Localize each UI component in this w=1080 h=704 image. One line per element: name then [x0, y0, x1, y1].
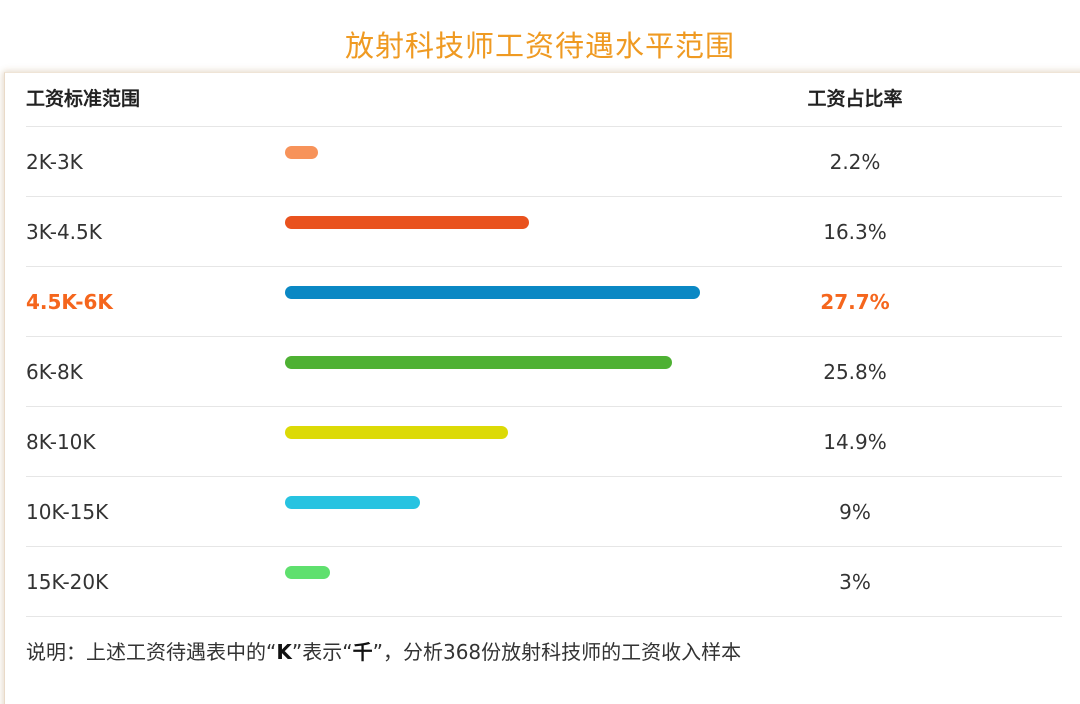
salary-ratio-value: 27.7%: [820, 290, 890, 314]
salary-ratio-value: 2.2%: [829, 150, 881, 174]
salary-bar: [285, 566, 330, 579]
header-salary-range: 工资标准范围: [26, 88, 141, 110]
salary-range-label: 8K-10K: [26, 430, 96, 454]
salary-bar: [285, 286, 700, 299]
row-divider: [26, 476, 1062, 477]
salary-range-label: 4.5K-6K: [26, 290, 113, 314]
salary-range-label: 2K-3K: [26, 150, 83, 174]
row-divider: [26, 126, 1062, 127]
salary-ratio-value: 3%: [839, 570, 871, 594]
salary-range-label: 6K-8K: [26, 360, 83, 384]
row-divider: [26, 266, 1062, 267]
footnote-suffix: ”，分析368份放射科技师的工资收入样本: [372, 640, 742, 664]
salary-bar: [285, 356, 672, 369]
salary-range-label: 15K-20K: [26, 570, 109, 594]
row-divider: [26, 336, 1062, 337]
salary-bar: [285, 216, 530, 229]
header-salary-ratio: 工资占比率: [807, 88, 903, 110]
salary-ratio-value: 9%: [839, 500, 871, 524]
salary-ratio-value: 25.8%: [823, 360, 887, 384]
salary-bar: [285, 426, 509, 439]
row-divider: [26, 546, 1062, 547]
row-divider: [26, 616, 1062, 617]
footnote-qian: 千: [352, 640, 373, 664]
salary-ratio-value: 14.9%: [823, 430, 887, 454]
salary-bar: [285, 496, 420, 509]
footnote-k: K: [276, 640, 292, 664]
salary-range-label: 3K-4.5K: [26, 220, 102, 244]
salary-range-label: 10K-15K: [26, 500, 109, 524]
footnote-prefix: 说明：上述工资待遇表中的“: [26, 640, 277, 664]
footnote-mid: ”表示“: [291, 640, 353, 664]
salary-bar: [285, 146, 318, 159]
salary-ratio-value: 16.3%: [823, 220, 887, 244]
row-divider: [26, 406, 1062, 407]
chart-title: 放射科技师工资待遇水平范围: [344, 29, 735, 63]
salary-table-card: [4, 72, 1080, 704]
footnote: 说明：上述工资待遇表中的“K”表示“千”，分析368份放射科技师的工资收入样本: [26, 636, 741, 668]
row-divider: [26, 196, 1062, 197]
